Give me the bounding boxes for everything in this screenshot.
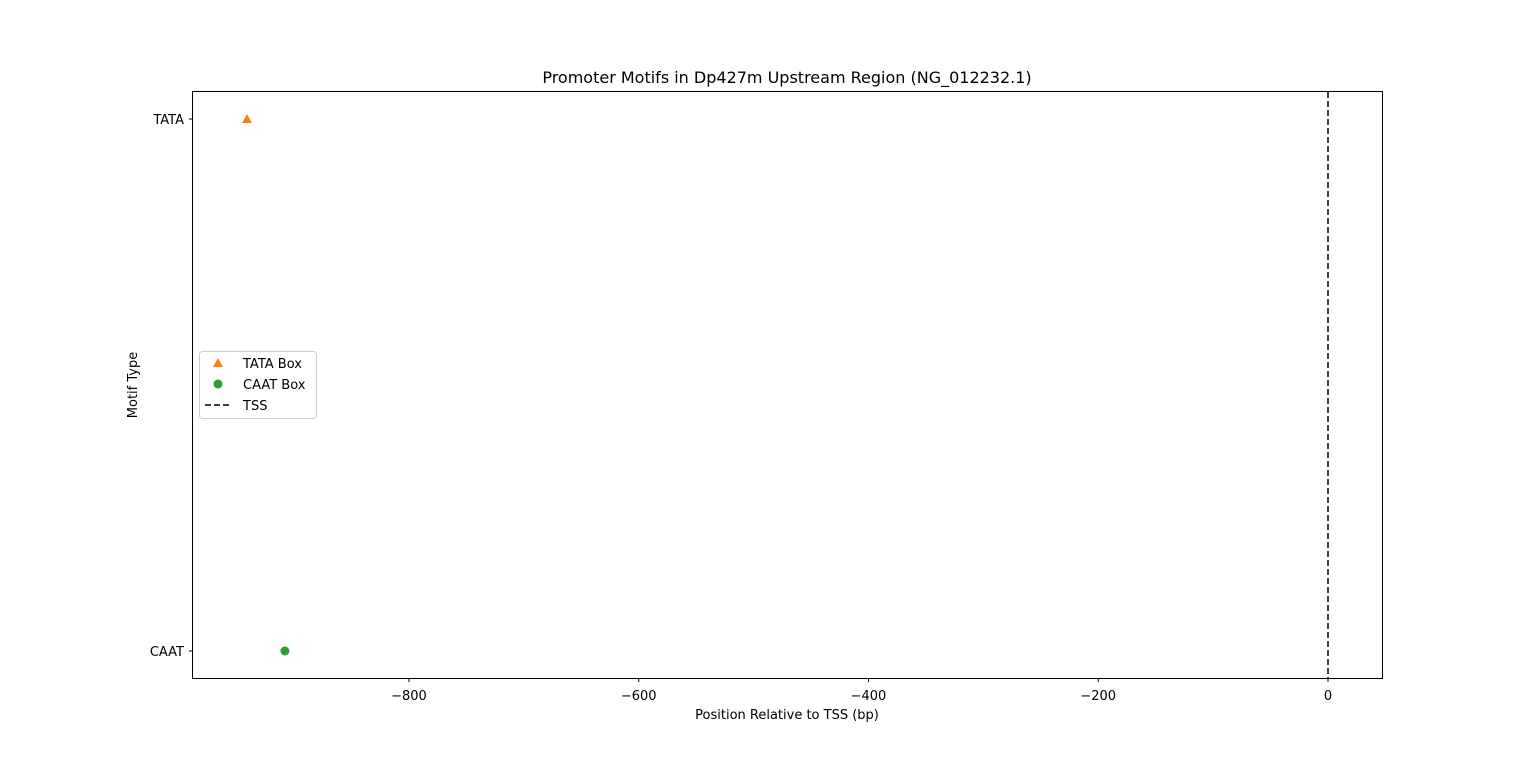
chart-title: Promoter Motifs in Dp427m Upstream Regio…	[542, 68, 1031, 88]
y-axis-ticks: CAAT TATA	[150, 113, 193, 660]
x-tick-label: −200	[1080, 689, 1116, 704]
x-tick-label: −600	[621, 689, 657, 704]
legend-items: TATA Box CAAT Box TSS	[205, 357, 306, 414]
x-axis-label: Position Relative to TSS (bp)	[695, 708, 879, 723]
legend-label: TATA Box	[242, 357, 302, 372]
x-tick-label: −800	[391, 689, 427, 704]
x-tick-label: 0	[1324, 689, 1332, 704]
y-tick-label: CAAT	[150, 645, 184, 660]
legend-label: CAAT Box	[243, 378, 306, 393]
x-tick-label: −400	[851, 689, 887, 704]
tata-box-point	[241, 114, 252, 123]
data-points	[241, 114, 290, 656]
legend-box	[199, 351, 317, 419]
y-axis-label: Motif Type	[126, 352, 141, 418]
x-axis-ticks: −800 −600 −400 −200 0	[391, 678, 1332, 704]
y-tick-label: TATA	[152, 113, 184, 128]
caat-box-point	[280, 646, 290, 656]
legend-tata-swatch	[213, 358, 223, 367]
legend: TATA Box CAAT Box TSS	[199, 351, 317, 419]
legend-label: TSS	[242, 399, 267, 414]
plot-area	[192, 91, 1383, 679]
legend-caat-swatch	[213, 379, 223, 389]
